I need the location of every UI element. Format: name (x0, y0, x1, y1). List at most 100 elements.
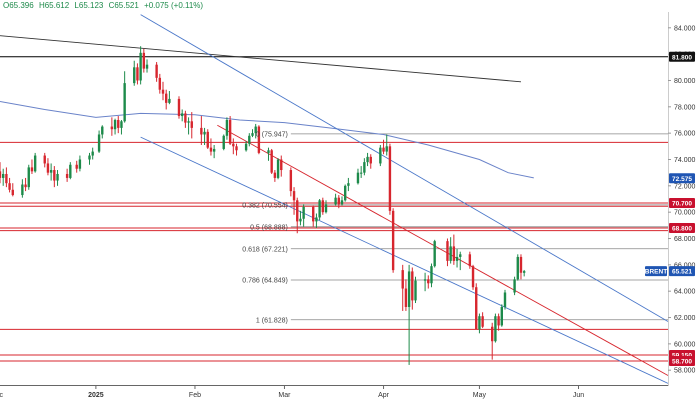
y-tick-label: 80.000 (674, 78, 696, 85)
candle-body (455, 256, 459, 261)
candle-body (481, 316, 484, 327)
price-tag-box (669, 266, 695, 277)
candle-body (11, 189, 14, 196)
fib-level-label: 0 (75.947) (256, 131, 288, 138)
trendline-channel-upper (140, 14, 669, 322)
drawing-layer (0, 14, 669, 384)
trendline-channel-mid (217, 124, 669, 376)
candle-body (248, 135, 251, 144)
price-tag-label: 65.521 (672, 269, 692, 276)
candle-body (53, 170, 56, 181)
fib-level-label: 0.618 (67.221) (242, 246, 288, 253)
candle-body (33, 155, 37, 172)
candle-body (312, 206, 315, 222)
candle-body (471, 266, 475, 288)
candle-body (30, 167, 34, 172)
candle-body (347, 183, 350, 186)
candle-body (251, 133, 254, 136)
candle-body (110, 126, 114, 130)
candle-body (411, 271, 414, 301)
candle-body (21, 184, 24, 196)
candle-body (43, 155, 46, 164)
candles-layer (0, 46, 526, 365)
price-tag-label: 72.575 (672, 176, 692, 183)
candle-body (404, 288, 408, 307)
candle-body (449, 246, 452, 261)
candle-body (503, 292, 507, 307)
candle-body (78, 159, 82, 169)
price-tag-box (669, 51, 695, 62)
candle-body (343, 185, 347, 201)
candle-body (334, 197, 337, 205)
candle-body (494, 316, 497, 342)
candle-body (513, 279, 516, 293)
candle-body (1, 173, 5, 178)
y-tick-label: 78.000 (674, 104, 696, 111)
fib-level-label: 0.786 (64.849) (242, 278, 288, 285)
y-tick-label: 84.000 (674, 25, 696, 32)
ohlc-close: C65.521 (109, 1, 140, 10)
candle-body (299, 218, 302, 222)
candle-body (296, 200, 299, 222)
candle-body (117, 119, 120, 128)
trendline-downtrend (0, 35, 522, 83)
ohlc-readout: O65.396 H65.612 L65.123 C65.521 +0.075 (… (3, 1, 203, 10)
candle-body (289, 170, 293, 192)
candle-body (69, 164, 72, 178)
candle-body (91, 151, 94, 156)
y-tick-label: 60.000 (674, 341, 696, 348)
candle-body (292, 191, 296, 201)
candle-body (315, 217, 318, 222)
ohlc-high: H65.612 (39, 1, 70, 10)
candle-body (391, 210, 395, 271)
ohlc-change: +0.075 (+0.11%) (144, 1, 203, 10)
price-tag-label: 70.700 (672, 200, 692, 207)
fib-level-label: 0.382 (70.554) (242, 202, 288, 209)
price-tags: 81.80072.57570.70068.800BRENT65.52159.15… (645, 51, 695, 366)
y-tick-label: 68.000 (674, 236, 696, 243)
candle-body (180, 113, 184, 117)
candle-body (446, 241, 449, 261)
candle-body (158, 77, 162, 90)
y-tick-label: 74.000 (674, 157, 696, 164)
fib-labels-layer: 0 (75.947) 0.382 (70.554) 0.5 (68.888) 0.61… (242, 131, 288, 324)
candle-body (318, 200, 321, 218)
candle-body (212, 148, 216, 152)
candle-body (423, 279, 427, 281)
x-tick-label: Dec (0, 392, 4, 399)
y-tick-label: 72.000 (674, 183, 696, 190)
price-tag-box (669, 222, 695, 233)
candle-body (8, 183, 11, 190)
candle-body (427, 279, 430, 284)
ohlc-low: L65.123 (74, 1, 103, 10)
candle-body (165, 93, 168, 103)
ohlc-open: O65.396 (3, 1, 34, 10)
y-tick-label: 76.000 (674, 131, 696, 138)
x-tick-label: May (473, 392, 487, 399)
candle-body (468, 254, 472, 267)
candle-body (120, 121, 123, 128)
candle-body (459, 254, 462, 257)
candle-body (203, 131, 206, 135)
candle-body (519, 256, 523, 273)
candle-body (232, 143, 235, 147)
candle-body (225, 119, 229, 136)
candle-body (101, 126, 104, 135)
y-tick-label: 58.000 (674, 368, 696, 375)
candle-body (97, 134, 101, 152)
candle-body (187, 121, 190, 123)
candle-body (359, 172, 363, 174)
candle-body (5, 173, 8, 184)
candle-body (280, 159, 283, 171)
candle-body (0, 171, 2, 178)
candle-body (478, 316, 481, 330)
candle-body (430, 266, 433, 284)
x-tick-label: Apr (378, 392, 390, 399)
price-tag-label: 58.700 (672, 358, 692, 365)
candle-body (88, 155, 91, 160)
candle-body (24, 184, 27, 188)
price-tag-label: 68.800 (672, 225, 692, 232)
y-tick-label: 64.000 (674, 289, 696, 296)
